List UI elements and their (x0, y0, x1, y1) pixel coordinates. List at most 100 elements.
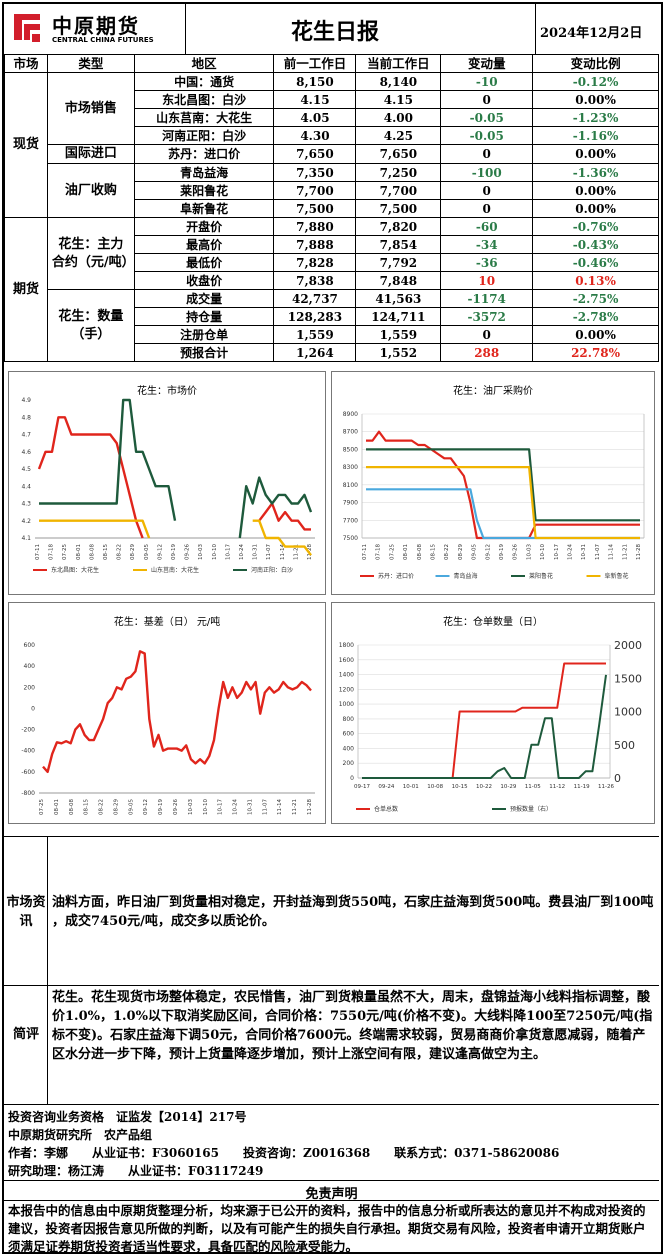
prev-value-cell: 7,650 (273, 144, 357, 164)
current-value-cell: 4.00 (355, 108, 442, 127)
legend-label: 预报数量（右） (510, 805, 552, 813)
legend-label: 仓单总数 (374, 805, 398, 813)
current-value-cell: 7,854 (355, 235, 442, 254)
region-cell: 莱阳鲁花 (133, 181, 275, 200)
prev-value-cell: 4.30 (273, 126, 357, 145)
change-cell: 10 (440, 271, 534, 290)
x-tick-label: 08-08 (89, 544, 95, 560)
change-pct-cell: 0.00% (532, 144, 659, 164)
x-tick-label: 10-08 (427, 784, 443, 790)
prev-value-cell: 4.05 (273, 108, 357, 127)
y2-tick-label: 0 (614, 772, 621, 785)
x-tick-label: 10-31 (247, 799, 253, 815)
region-cell: 持仓量 (133, 307, 275, 326)
market-group-cell: 现货 (4, 72, 48, 218)
series-line (39, 519, 312, 556)
x-tick-label: 09-05 (472, 544, 478, 560)
x-tick-label: 09-26 (173, 799, 179, 815)
region-cell: 中国：通货 (133, 72, 275, 91)
y-tick-label: 4.6 (21, 449, 31, 456)
x-tick-label: 10-10 (212, 544, 218, 560)
x-tick-label: 10-03 (526, 544, 532, 560)
institute-line: 中原期货研究所 农产品组 (8, 1128, 153, 1142)
y-tick-label: -800 (21, 790, 35, 797)
y-tick-label: 4.5 (21, 466, 31, 473)
region-cell: 最高价 (133, 235, 275, 254)
x-tick-label: 11-07 (595, 544, 601, 560)
y-tick-label: 4.8 (21, 414, 31, 421)
chart-canvas: 4.9 4.8 4.7 4.6 4.5 4.4 4.3 4.2 4.1 07-11 07-18 07-… (21, 397, 315, 574)
column-header: 变动比例 (532, 54, 659, 73)
x-tick-label: 11-21 (292, 799, 298, 815)
x-tick-label: 08-01 (76, 544, 82, 560)
type-cell: 国际进口 (46, 144, 135, 164)
x-tick-label: 09-26 (185, 544, 191, 560)
x-tick-label: 07-11 (362, 544, 368, 560)
x-tick-label: 07-18 (376, 544, 382, 560)
table-row: 最低价 7,828 7,792 -36 -0.46% (5, 253, 659, 272)
region-cell: 注册仓单 (133, 325, 275, 344)
price-table: 市场 类型 地区 前一工作日 当前工作日 变动量 变动比例 现货 市场销售 中国：通… (4, 54, 659, 362)
y-tick-label: 4.3 (21, 501, 31, 508)
change-pct-cell: -2.75% (532, 289, 659, 308)
logo-mark-icon (10, 10, 44, 46)
y2-tick-label: 1000 (614, 706, 642, 719)
x-tick-label: 11-14 (280, 544, 286, 560)
column-header: 类型 (46, 54, 135, 73)
current-value-cell: 7,700 (355, 181, 442, 200)
prev-value-cell: 7,838 (273, 271, 357, 290)
change-cell: 0 (440, 181, 534, 200)
legend-label: 山东莒南：大花生 (151, 566, 199, 574)
y-tick-label: 200 (343, 760, 355, 767)
current-value-cell: 124,711 (355, 307, 442, 326)
prev-value-cell: 7,880 (273, 217, 357, 236)
table-row: 山东莒南：大花生 4.05 4.00 -0.05 -1.23% (5, 108, 659, 127)
x-tick-label: 08-22 (444, 544, 450, 560)
y-tick-label: 600 (24, 642, 36, 649)
x-tick-label: 10-31 (253, 544, 259, 560)
prev-value-cell: 7,888 (273, 235, 357, 254)
change-pct-cell: -0.76% (532, 217, 659, 236)
series-line (39, 398, 313, 539)
y-tick-label: 800 (343, 716, 355, 723)
table-row: 最高价 7,888 7,854 -34 -0.43% (5, 235, 659, 254)
change-cell: -0.05 (440, 108, 534, 127)
x-tick-label: 11-26 (598, 784, 614, 790)
column-header: 地区 (133, 54, 275, 73)
y-tick-label: 8100 (343, 482, 358, 489)
change-pct-cell: -0.43% (532, 235, 659, 254)
change-cell: -3572 (440, 307, 534, 326)
current-value-cell: 7,820 (355, 217, 442, 236)
x-tick-label: 10-17 (225, 544, 231, 560)
header-divider (535, 4, 536, 54)
y-tick-label: 7500 (343, 535, 358, 542)
change-cell: 288 (440, 343, 534, 362)
table-row: 预报合计 1,264 1,552 288 22.78% (5, 343, 659, 362)
change-cell: 0 (440, 199, 534, 218)
x-tick-label: 09-12 (485, 544, 491, 560)
series-line (366, 488, 640, 540)
series-line (42, 650, 312, 774)
x-tick-label: 09-24 (378, 784, 394, 790)
prev-value-cell: 128,283 (273, 307, 357, 326)
x-tick-label: 07-25 (39, 799, 45, 815)
table-row: 收盘价 7,838 7,848 10 0.13% (5, 271, 659, 290)
column-header: 前一工作日 (273, 54, 357, 73)
change-pct-cell: 0.00% (532, 199, 659, 218)
series-line (362, 662, 606, 779)
x-tick-label: 10-22 (476, 784, 492, 790)
x-tick-label: 10-03 (198, 544, 204, 560)
x-tick-label: 08-01 (54, 799, 60, 815)
x-tick-label: 08-22 (117, 544, 123, 560)
legend-label: 东北昌图：大花生 (51, 566, 99, 574)
y-tick-label: 8900 (343, 411, 358, 418)
x-tick-label: 10-24 (233, 799, 239, 815)
current-value-cell: 1,559 (355, 325, 442, 344)
x-tick-label: 09-19 (171, 544, 177, 560)
x-tick-label: 11-28 (636, 544, 642, 560)
region-cell: 河南正阳：白沙 (133, 126, 275, 145)
market-info-text: 油料方面，昨日油厂到货量相对稳定，开封益海到货550吨，石家庄益海到货500吨。… (52, 895, 654, 929)
y-tick-label: 7700 (343, 517, 358, 524)
type-cell: 油厂收购 (46, 163, 135, 218)
y2-tick-label: 500 (614, 739, 635, 752)
